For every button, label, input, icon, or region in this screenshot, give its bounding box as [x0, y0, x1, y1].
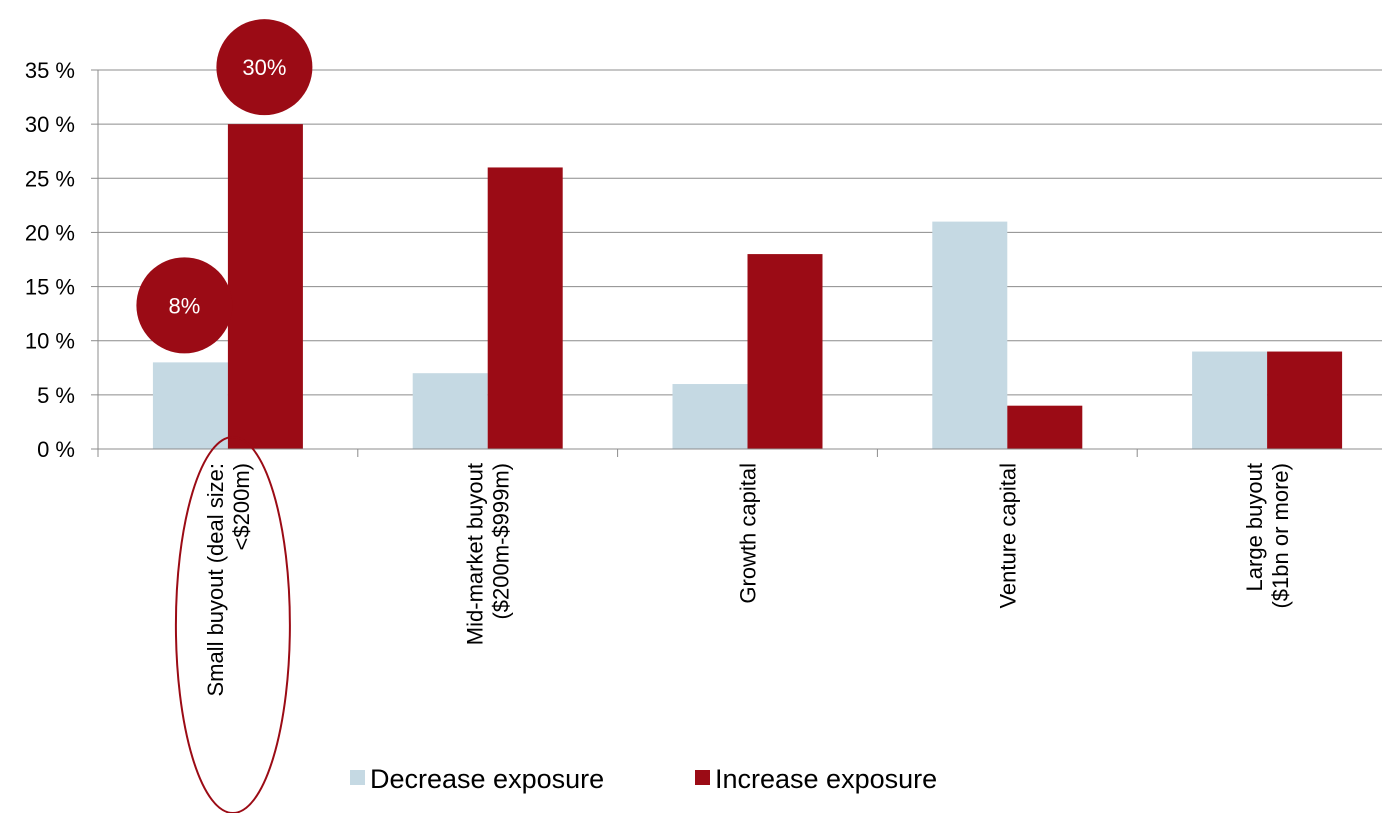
x-category-label: <$200m) — [229, 463, 254, 550]
x-category-label: Mid-market buyout — [463, 463, 488, 645]
bars — [152, 124, 1343, 450]
x-category-label: Growth capital — [736, 463, 761, 604]
bar-increase-exposure — [227, 124, 303, 450]
callouts: 8% 30% — [136, 19, 313, 813]
highlight-ellipse — [174, 436, 291, 813]
x-category-label: Small buyout (deal size: — [203, 463, 228, 697]
bar-decrease-exposure — [1192, 351, 1268, 449]
legend-swatch — [695, 770, 710, 785]
x-category-label: ($1bn or more) — [1268, 463, 1293, 609]
bar-decrease-exposure — [412, 373, 488, 449]
legend-swatch — [350, 770, 365, 785]
bar-increase-exposure — [487, 167, 563, 449]
bar-decrease-exposure — [932, 221, 1008, 449]
bar-increase-exposure — [1267, 351, 1343, 449]
legend-label: Increase exposure — [715, 764, 937, 794]
x-axis-labels: Small buyout (deal size: <$200m) Mid-marke… — [203, 463, 1293, 697]
bar-increase-exposure — [747, 254, 823, 449]
callout-circle — [216, 19, 313, 116]
x-category-label: Venture capital — [995, 463, 1020, 609]
callout-label: 8% — [169, 293, 201, 318]
y-tick-label: 10 % — [25, 329, 75, 354]
x-axis — [97, 70, 1382, 457]
y-tick-label: 20 % — [25, 220, 75, 245]
y-tick-label: 30 % — [25, 112, 75, 137]
callout-circle — [136, 257, 233, 354]
callout-label: 30% — [242, 55, 286, 80]
legend: Decrease exposure Increase exposure — [350, 764, 937, 794]
bar-decrease-exposure — [672, 384, 748, 449]
bar-increase-exposure — [1007, 405, 1083, 449]
x-category-label: ($200m-$999m) — [489, 463, 514, 620]
legend-label: Decrease exposure — [370, 764, 604, 794]
y-tick-label: 25 % — [25, 166, 75, 191]
x-category-label: Large buyout — [1242, 463, 1267, 591]
y-tick-label: 0 % — [37, 437, 75, 462]
y-tick-label: 5 % — [37, 383, 75, 408]
bar-decrease-exposure — [152, 362, 228, 449]
y-tick-label: 35 % — [25, 58, 75, 83]
y-axis-ticks: 0 % 5 % 10 % 15 % 20 % 25 % 30 % 35 % — [25, 58, 98, 462]
y-tick-label: 15 % — [25, 275, 75, 300]
